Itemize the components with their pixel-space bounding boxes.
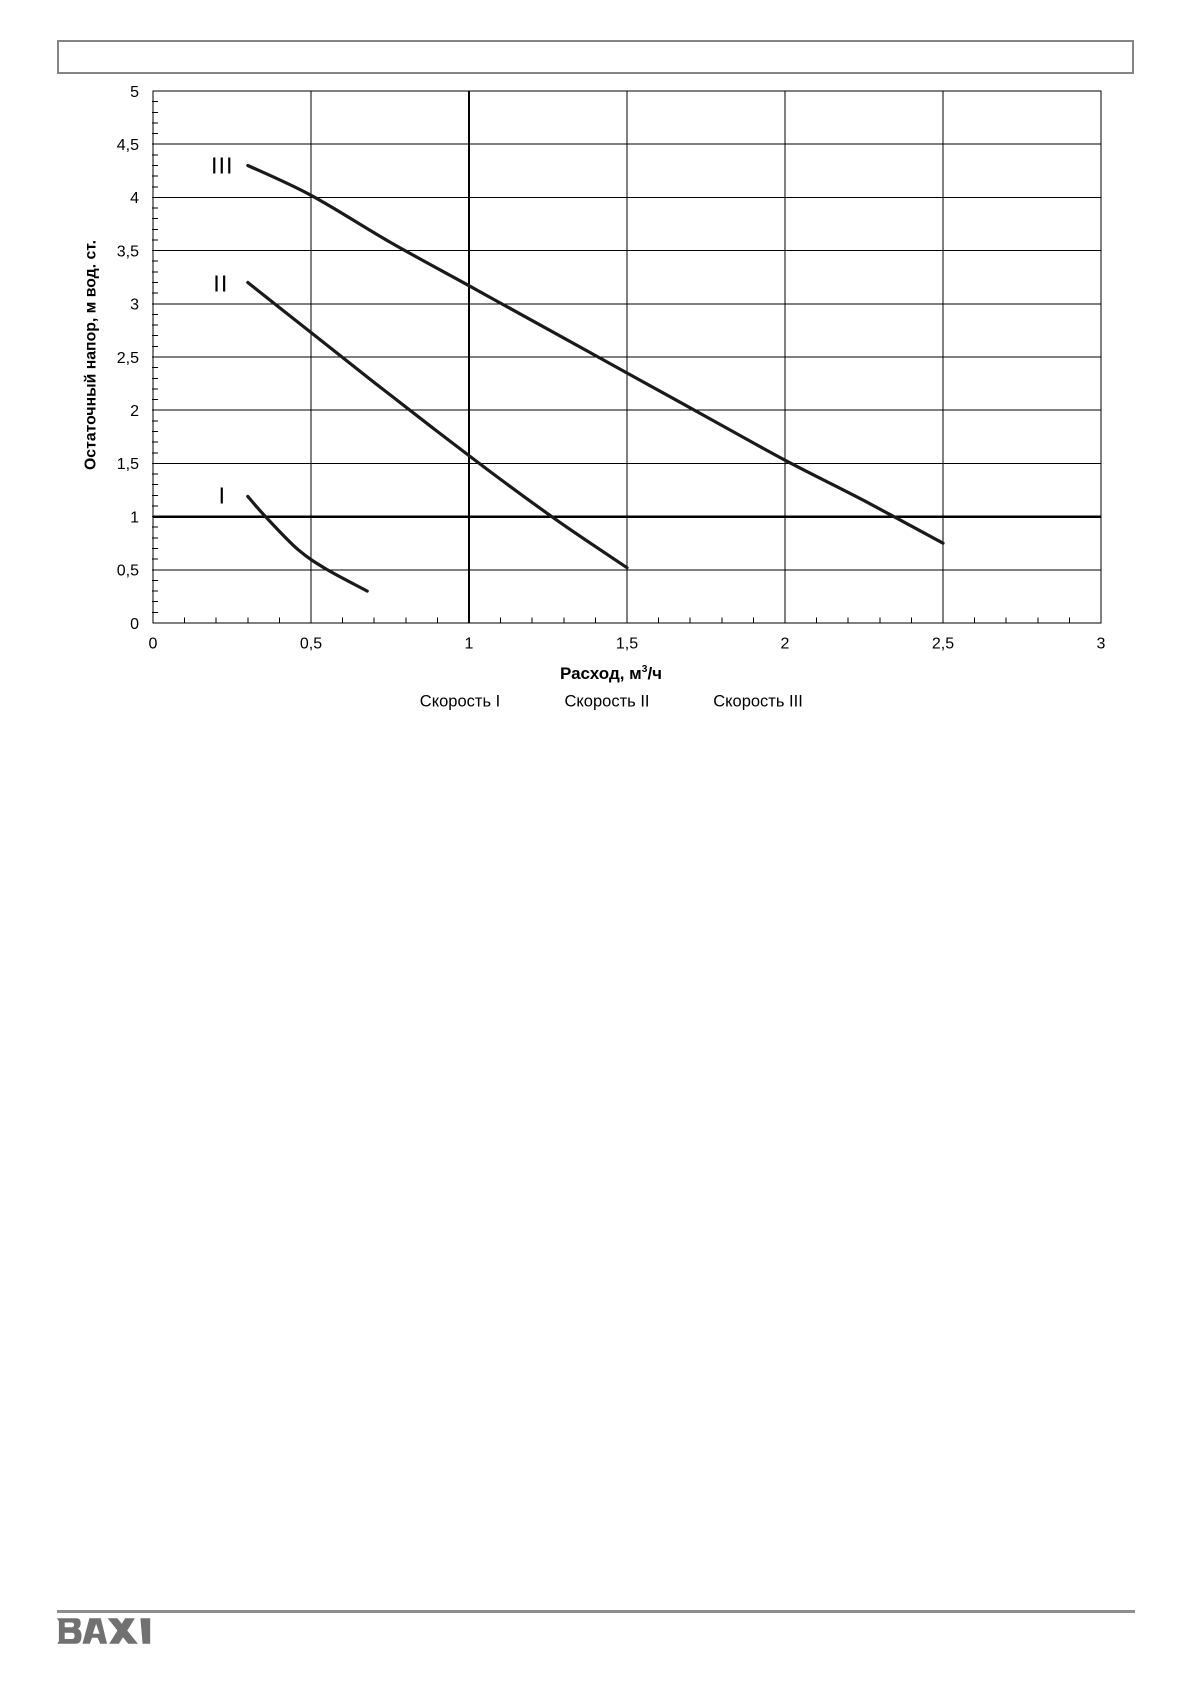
svg-text:3: 3: [130, 297, 139, 314]
svg-text:1: 1: [130, 509, 139, 526]
svg-text:I: I: [219, 483, 227, 509]
svg-text:1: 1: [465, 636, 474, 653]
svg-text:4: 4: [130, 190, 139, 207]
svg-text:0,5: 0,5: [117, 563, 139, 580]
svg-text:Скорость I: Скорость I: [420, 692, 500, 710]
svg-text:Расход, м3/ч: Расход, м3/ч: [560, 664, 662, 683]
svg-text:1,5: 1,5: [117, 456, 139, 473]
svg-text:Скорость III: Скорость III: [713, 692, 803, 710]
svg-text:2: 2: [781, 636, 790, 653]
svg-text:4,5: 4,5: [117, 137, 139, 154]
svg-text:0: 0: [130, 616, 139, 633]
svg-text:0,5: 0,5: [300, 636, 322, 653]
svg-text:3: 3: [1097, 636, 1106, 653]
svg-text:5: 5: [130, 84, 139, 101]
svg-text:1,5: 1,5: [616, 636, 638, 653]
svg-text:III: III: [211, 153, 234, 179]
svg-text:2,5: 2,5: [117, 350, 139, 367]
svg-text:2: 2: [130, 403, 139, 420]
svg-text:3,5: 3,5: [117, 243, 139, 260]
svg-text:0: 0: [149, 636, 158, 653]
svg-text:Скорость II: Скорость II: [564, 692, 649, 710]
svg-text:II: II: [213, 271, 228, 297]
svg-text:Остаточный напор, м вод. ст.: Остаточный напор, м вод. ст.: [83, 240, 100, 470]
svg-text:2,5: 2,5: [932, 636, 954, 653]
